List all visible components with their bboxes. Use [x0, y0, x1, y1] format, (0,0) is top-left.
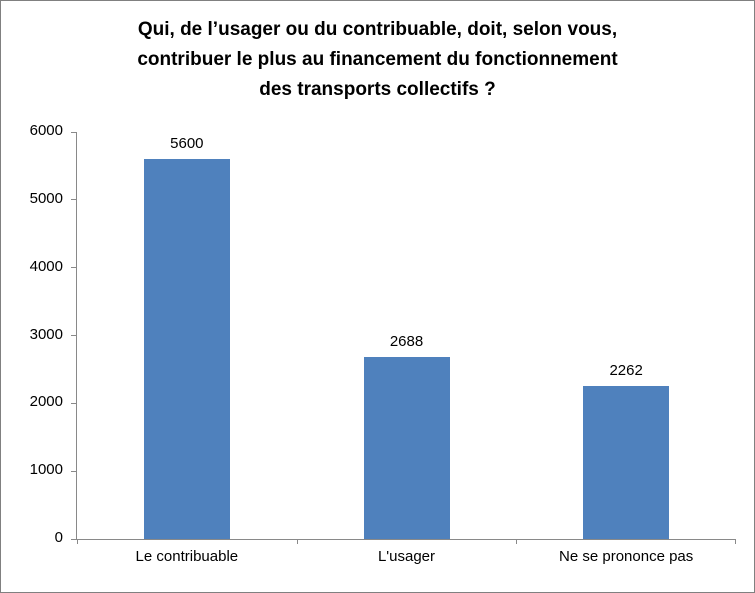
bar — [583, 385, 670, 539]
bar-value-label: 5600 — [170, 135, 204, 153]
bar-value-label: 2688 — [389, 332, 424, 350]
y-tick-mark — [71, 402, 77, 404]
y-tick-mark — [71, 470, 77, 472]
x-tick-mark — [516, 539, 518, 544]
y-axis-tick-label: 1000 — [29, 461, 63, 479]
y-axis-tick-label: 3000 — [29, 325, 63, 343]
y-axis-tick-label: 6000 — [29, 122, 63, 139]
y-tick-mark — [71, 267, 77, 269]
x-tick-mark — [735, 539, 736, 544]
x-axis-category-label: L'usager — [377, 548, 436, 565]
plot-area: 0 1000 2000 3000 4000 5000 6000 5600 Le contribu… — [30, 122, 736, 565]
x-axis-category-label: Le contribuable — [135, 548, 239, 565]
y-axis-tick-label: 5000 — [29, 189, 63, 207]
y-tick-mark — [71, 335, 77, 336]
x-axis-category-label: Ne se prononce pas — [559, 548, 694, 565]
y-axis-tick-label: 4000 — [29, 257, 63, 275]
bar — [363, 356, 450, 539]
y-axis-tick-label: 0 — [54, 529, 63, 546]
y-tick-mark — [71, 131, 77, 133]
bar — [143, 159, 230, 539]
y-axis-tick-label: 2000 — [29, 393, 63, 411]
x-tick-mark — [296, 539, 298, 544]
y-tick-mark — [71, 199, 77, 201]
y-tick-mark — [71, 538, 77, 540]
chart-title: Qui, de l’usager ou du contribuable, doi… — [1, 15, 754, 105]
bar-value-label: 2262 — [609, 361, 643, 379]
chart-title-line-2: contribuer le plus au financement du fon… — [137, 49, 618, 70]
x-tick-mark — [77, 539, 78, 544]
chart-title-line-3: des transports collectifs ? — [259, 79, 496, 100]
chart-title-line-1: Qui, de l’usager ou du contribuable, doi… — [137, 19, 618, 40]
